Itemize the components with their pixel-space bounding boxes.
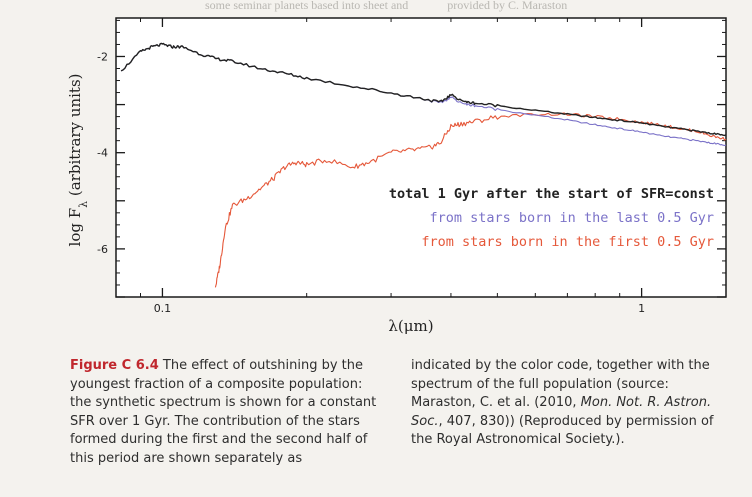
plot-frame [115, 17, 727, 298]
chart-legend: total 1 Gyr after the start of SFR=const… [389, 186, 714, 250]
x-tick-label: 1 [638, 302, 645, 315]
plot-area [116, 18, 726, 297]
chart-series [120, 42, 727, 288]
figure-caption-text-right-2: , 407, 830)) (Reproduced by permission o… [411, 413, 714, 448]
axis-labels: λ(μm) log Fλ (arbitrary units) [66, 74, 434, 335]
figure-caption-right: indicated by the color code, together wi… [411, 357, 734, 450]
figure-caption-text-right-1: indicated by the color code, together wi… [411, 358, 710, 410]
legend-entry: from stars born in the first 0.5 Gyr [421, 234, 714, 250]
x-tick-label: 0.1 [154, 302, 172, 315]
x-axis-label: λ(μm) [388, 317, 433, 335]
series-line-old [214, 112, 727, 288]
y-axis-label: log Fλ (arbitrary units) [66, 74, 90, 247]
legend-entry: from stars born in the last 0.5 Gyr [430, 210, 714, 226]
page-header-bleedthrough: some seminar planets based into sheet an… [205, 0, 705, 14]
legend-entry: total 1 Gyr after the start of SFR=const [389, 186, 714, 202]
header-text-right: provided by C. Maraston [447, 0, 568, 12]
figure-caption-label: Figure C 6.4 [70, 358, 159, 373]
figure-caption-journal: Mon. Not. R. Astron. Soc. [411, 395, 712, 429]
figure-caption-left: Figure C 6.4 The effect of outshining by… [70, 357, 382, 468]
header-text-left: some seminar planets based into sheet an… [205, 0, 409, 12]
spectrum-chart: -2 -4 -6 0.1 1 total 1 Gyr after the start o… [66, 17, 727, 335]
y-tick-label: -2 [97, 50, 108, 63]
y-tick-label: -6 [97, 243, 108, 256]
plot-background [116, 18, 726, 297]
y-tick-label: -4 [97, 147, 108, 160]
figure-caption-text-left: The effect of outshining by the youngest… [70, 358, 377, 466]
chart-axes: -2 -4 -6 0.1 1 [97, 17, 727, 315]
series-line-total [120, 42, 727, 137]
